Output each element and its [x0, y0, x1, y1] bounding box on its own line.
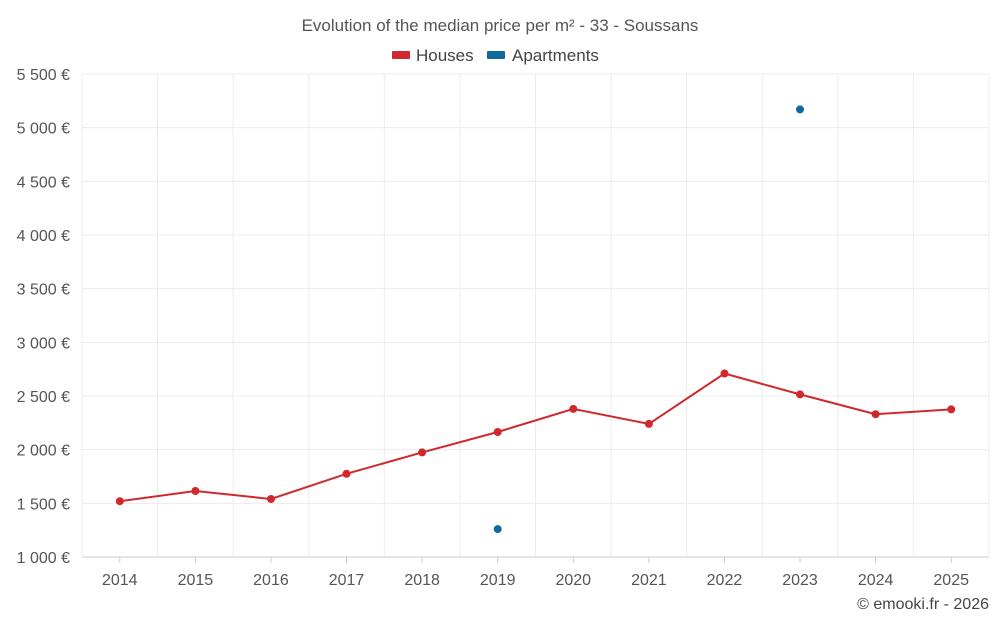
data-point-houses-2016[interactable] — [267, 495, 275, 503]
data-point-houses-2021[interactable] — [644, 419, 653, 428]
legend-houses-swatch — [392, 51, 410, 59]
data-point-apartments-2019[interactable] — [493, 525, 502, 534]
x-tick-label: 2019 — [480, 572, 516, 589]
y-tick-label: 4 500 € — [17, 174, 70, 191]
y-tick-label: 3 000 € — [17, 335, 70, 352]
legend-item-houses[interactable]: Houses — [392, 46, 474, 65]
series-houses — [115, 369, 956, 506]
y-tick-label: 5 000 € — [17, 121, 70, 138]
x-tick-label: 2021 — [631, 572, 667, 589]
x-tick-label: 2022 — [707, 572, 743, 589]
x-tick-label: 2014 — [102, 572, 138, 589]
x-tick-label: 2018 — [404, 572, 440, 589]
y-tick-label: 5 500 € — [17, 67, 70, 84]
legend-apartments-swatch — [487, 51, 505, 59]
y-axis-ticks: 1 000 € 1 500 € 2 000 € 2 500 € 3 000 € 3 500… — [17, 67, 70, 567]
data-point-apartments-2023[interactable] — [796, 105, 804, 114]
series — [115, 105, 956, 534]
data-point-houses-2023[interactable] — [796, 390, 804, 399]
data-point-houses-2015[interactable] — [191, 487, 200, 495]
series-apartments — [493, 105, 804, 534]
y-tick-label: 2 500 € — [17, 389, 70, 406]
chart-title: Evolution of the median price per m² - 3… — [302, 16, 699, 35]
y-tick-label: 2 000 € — [17, 443, 70, 460]
y-tick-label: 1 000 € — [17, 550, 70, 567]
x-tick-label: 2023 — [782, 572, 818, 589]
x-tick-label: 2024 — [858, 572, 894, 589]
data-point-houses-2019[interactable] — [493, 428, 502, 436]
data-point-houses-2014[interactable] — [115, 497, 124, 506]
x-tick-label: 2015 — [178, 572, 214, 589]
x-tick-label: 2016 — [253, 572, 289, 589]
x-axis-ticks: 2014 2015 2016 2017 2018 2019 2020 2021 2022 2023… — [102, 557, 969, 589]
x-tick-label: 2017 — [329, 572, 365, 589]
series-line-houses — [119, 372, 952, 503]
data-point-houses-2017[interactable] — [342, 469, 351, 478]
grid — [81, 73, 990, 557]
data-point-houses-2022[interactable] — [720, 369, 729, 378]
legend-item-apartments[interactable]: Apartments — [487, 46, 599, 65]
legend-houses-label: Houses — [416, 46, 474, 65]
data-point-houses-2018[interactable] — [418, 448, 427, 457]
legend-apartments-label: Apartments — [512, 46, 599, 65]
y-tick-label: 1 500 € — [17, 496, 70, 513]
y-tick-label: 4 000 € — [17, 228, 70, 245]
x-tick-label: 2020 — [555, 572, 591, 589]
credit-text: © emooki.fr - 2026 — [857, 596, 989, 613]
legend: Houses Apartments — [392, 46, 599, 65]
data-point-houses-2025[interactable] — [947, 405, 956, 414]
data-point-houses-2020[interactable] — [569, 404, 578, 413]
data-point-houses-2024[interactable] — [871, 410, 880, 419]
x-tick-label: 2025 — [933, 572, 969, 589]
y-tick-label: 3 500 € — [17, 282, 70, 299]
